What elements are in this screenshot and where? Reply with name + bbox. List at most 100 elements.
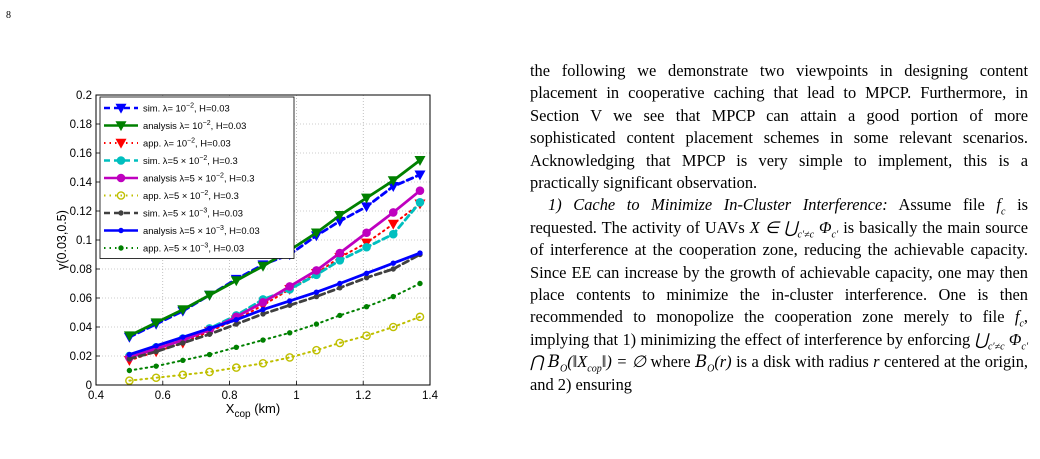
- paragraph-cache-interference: 1) Cache to Minimize In-Cluster Interfer…: [530, 194, 1028, 396]
- data-point: [123, 331, 135, 342]
- text-run: , implying that 1) minimizing the effect…: [530, 307, 1028, 349]
- data-point: [390, 266, 396, 272]
- data-point: [126, 351, 133, 358]
- data-point: [285, 282, 295, 291]
- data-point: [415, 186, 425, 195]
- data-point: [287, 298, 293, 304]
- text-run: Assume file: [887, 195, 997, 215]
- data-point: [313, 289, 320, 295]
- legend-label: sim. λ= 10−2, H=0.03: [143, 103, 230, 114]
- data-point: [205, 367, 214, 377]
- data-point: [390, 293, 396, 300]
- body-text-column: the following we demonstrate two viewpoi…: [530, 60, 1028, 396]
- y-tick-label: 0.06: [70, 293, 92, 305]
- data-point: [361, 193, 373, 204]
- y-tick-label: 0: [86, 380, 92, 392]
- data-point: [257, 261, 269, 272]
- axes-frame: [95, 94, 431, 386]
- data-point: [387, 219, 399, 230]
- data-point: [115, 103, 127, 114]
- x-axis-label: Xcop (km): [226, 401, 280, 420]
- series-7: [126, 251, 423, 362]
- legend-label: app. λ=5 × 10−3, H=0.03: [143, 243, 244, 254]
- data-point: [414, 155, 426, 166]
- data-point: [362, 242, 371, 252]
- data-point: [180, 340, 186, 346]
- text-run: is basically the main source of interfer…: [530, 217, 1028, 327]
- capacity-chart: 0.4 0.6 0.8 1 1.2 1.4 0 0.02 0.04 0.06 0.08 0.1 0.12…: [55, 90, 439, 420]
- data-point: [180, 357, 186, 364]
- text-run: centered at the origin, and 2) ensuring: [530, 352, 1029, 394]
- series-line: [127, 251, 422, 356]
- y-tick-label: 0.04: [70, 322, 93, 334]
- data-point: [116, 173, 126, 183]
- legend: sim. λ= 10−2, H=0.03 analysis λ= 10−2, H=…: [99, 96, 295, 259]
- data-point: [363, 275, 370, 281]
- math-disk: BO(r): [695, 352, 732, 375]
- series-line: [127, 189, 422, 359]
- data-point: [258, 358, 268, 368]
- data-point: [153, 343, 159, 349]
- data-point: [363, 270, 370, 277]
- page-number: 8: [6, 10, 11, 21]
- y-tick-label: 0.18: [70, 119, 92, 131]
- legend-label: analysis λ= 10−2, H=0.03: [143, 120, 246, 131]
- math-empty-intersection: ⋃c′≠c Φc′ ⋂ BO(‖Xcop‖) = ∅: [530, 329, 1029, 375]
- y-tick-label: 0.02: [70, 351, 92, 363]
- data-point: [118, 245, 124, 251]
- data-point: [390, 260, 396, 266]
- y-tick-label: 0.16: [70, 148, 92, 160]
- data-point: [115, 138, 127, 149]
- data-point: [153, 348, 159, 355]
- data-point: [258, 298, 268, 307]
- data-point: [415, 312, 425, 322]
- text-run: where: [646, 352, 696, 372]
- data-point: [177, 305, 189, 316]
- x-tick-label: 1: [293, 390, 299, 402]
- legend-label: app. λ=5 × 10−2, H=0.3: [143, 190, 239, 201]
- subsection-heading: 1) Cache to Minimize In-Cluster Interfer…: [548, 195, 888, 215]
- data-point: [231, 363, 241, 372]
- y-axis-label: γ(0.03,0.5): [55, 210, 69, 270]
- series-line: [128, 282, 421, 372]
- data-point: [125, 376, 134, 385]
- data-point: [126, 356, 133, 362]
- data-point: [388, 208, 398, 217]
- y-tick-label: 0.1: [76, 235, 92, 247]
- data-point: [233, 321, 239, 327]
- legend-label: sim. λ=5 × 10−2, H=0.3: [143, 155, 238, 166]
- y-tick-label: 0.12: [70, 206, 92, 218]
- data-point: [337, 285, 343, 291]
- data-point: [115, 121, 127, 132]
- data-point: [116, 156, 126, 165]
- legend-label: analysis λ=5 × 10−2, H=0.3: [143, 173, 254, 184]
- data-point: [118, 227, 124, 234]
- paragraph-intro: the following we demonstrate two viewpoi…: [530, 61, 1028, 193]
- data-point: [260, 337, 266, 343]
- math-fc: fc: [996, 195, 1006, 218]
- data-point: [287, 330, 293, 336]
- y-tick-label: 0.08: [70, 264, 92, 276]
- legend-label: sim. λ=5 × 10−3, H=0.03: [143, 208, 243, 219]
- data-point: [260, 306, 266, 313]
- math-fc: fc: [1014, 307, 1024, 330]
- data-point: [335, 248, 345, 258]
- data-point: [313, 321, 320, 327]
- x-tick-label: 0.4: [88, 390, 105, 402]
- data-point: [150, 318, 162, 329]
- data-point: [414, 170, 426, 181]
- data-point: [285, 353, 295, 362]
- data-point: [335, 256, 345, 265]
- data-point: [335, 338, 345, 348]
- data-point: [313, 293, 320, 300]
- data-point: [415, 198, 425, 207]
- data-point: [312, 266, 321, 275]
- math-radius: r: [873, 352, 880, 372]
- x-tick-label: 0.8: [222, 390, 238, 402]
- data-point: [233, 317, 239, 323]
- data-point: [417, 250, 423, 256]
- x-tick-label: 1.4: [422, 390, 439, 402]
- data-point: [362, 228, 371, 238]
- data-point: [388, 322, 398, 332]
- data-point: [178, 370, 188, 380]
